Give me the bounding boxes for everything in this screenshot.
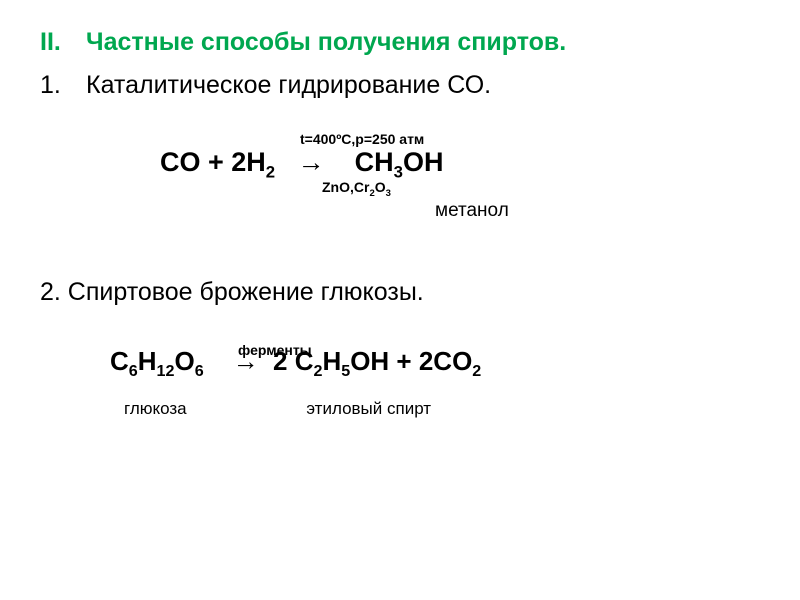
label-glucose: глюкоза	[124, 399, 187, 419]
eq2-b: H	[138, 346, 157, 376]
reaction-2-equation: C6H12O6 → 2 C2H5OH + 2CO2 ферменты	[110, 347, 760, 376]
cat-sub2: 3	[386, 187, 391, 198]
eq1-lhs: CO + 2H	[160, 147, 266, 177]
roman-numeral: II.	[40, 28, 86, 57]
item-1-title: 1.Каталитическое гидрирование СО.	[40, 71, 760, 100]
reaction-1-conditions: t=400ºС,р=250 атм	[300, 132, 760, 146]
item-2-text: Спиртовое брожение глюкозы.	[68, 278, 424, 306]
item-1-text: Каталитическое гидрирование СО.	[86, 71, 491, 100]
eq2-r3: OH + 2CO	[350, 346, 472, 376]
eq1-lhs-sub: 2	[266, 162, 275, 181]
eq1-rhs-b: OH	[403, 147, 444, 177]
reaction-2-labels: глюкоза этиловый спирт	[124, 399, 760, 419]
label-ethanol: этиловый спирт	[306, 399, 431, 419]
eq2-b-sub: 12	[157, 362, 175, 380]
cat-a: ZnO,Cr	[322, 179, 369, 195]
reaction-1-product-label: метанол	[435, 200, 760, 222]
eq2-c-sub: 6	[195, 362, 204, 380]
eq2-r2-sub: 5	[341, 362, 350, 380]
reaction-2-over-arrow: ферменты	[238, 343, 312, 358]
reaction-1-equation: CO + 2H2 → CH3OH	[160, 148, 760, 178]
eq2-r2: H	[322, 346, 341, 376]
eq2-a: C	[110, 346, 129, 376]
arrow-icon: →	[298, 148, 325, 178]
reaction-1-catalyst: ZnO,Cr2O3	[322, 180, 760, 194]
item-2-title: 2. Спиртовое брожение глюкозы.	[40, 278, 760, 307]
eq2-r3-sub: 2	[472, 362, 481, 380]
eq1-rhs-sub: 3	[394, 162, 403, 181]
eq2-c: O	[174, 346, 194, 376]
item-2-number: 2.	[40, 278, 68, 306]
heading-text: Частные способы получения спиртов.	[86, 28, 566, 57]
item-1-number: 1.	[40, 71, 86, 100]
slide: II.Частные способы получения спиртов. 1.…	[0, 0, 800, 600]
section-heading: II.Частные способы получения спиртов.	[40, 28, 760, 57]
cat-b: O	[375, 179, 386, 195]
eq1-rhs-a: CH	[355, 147, 394, 177]
eq2-a-sub: 6	[129, 362, 138, 380]
